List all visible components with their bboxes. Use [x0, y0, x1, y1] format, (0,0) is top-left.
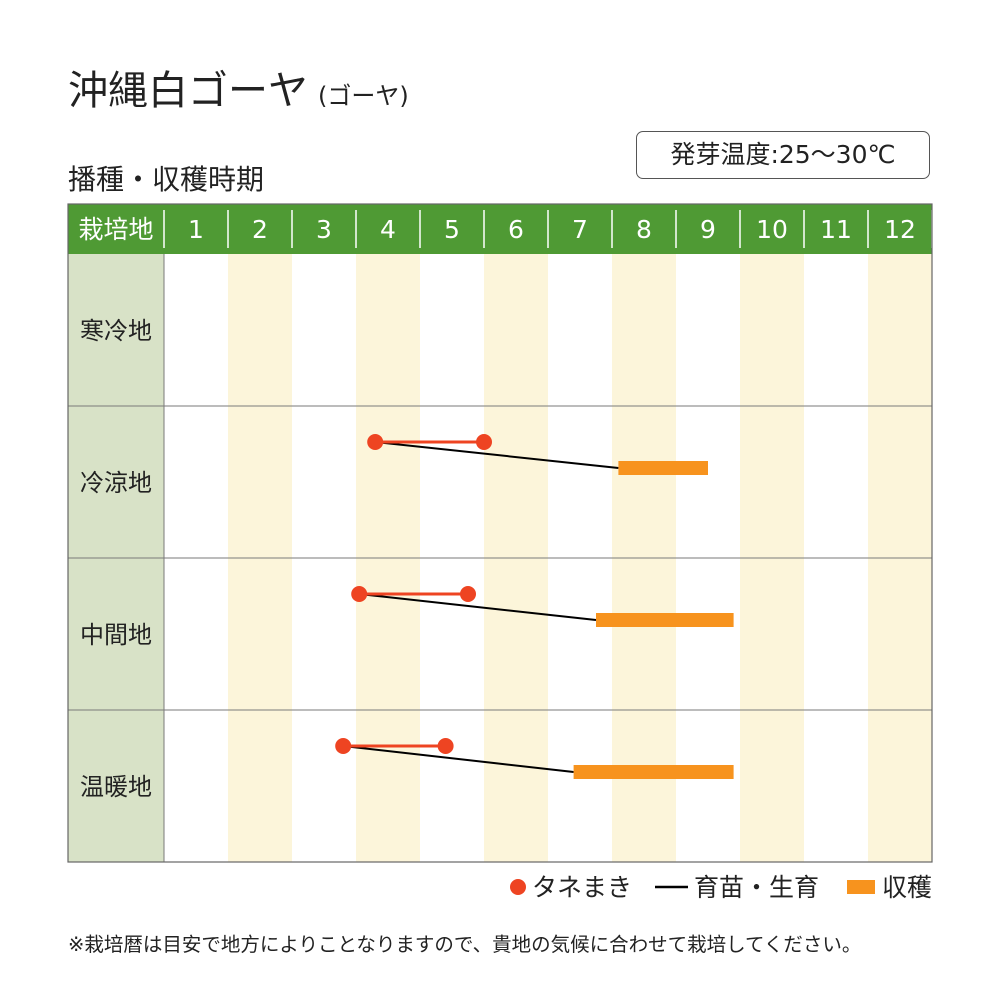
month-label: 1 — [188, 215, 204, 244]
harvest-bar — [573, 765, 734, 779]
section-heading: 播種・収穫時期 — [68, 163, 265, 196]
region-label: 冷涼地 — [80, 469, 152, 497]
legend-sowing-swatch — [510, 879, 526, 895]
month-label: 9 — [700, 215, 716, 244]
sowing-end-dot — [437, 738, 454, 754]
month-label: 7 — [572, 215, 588, 244]
month-label: 12 — [884, 215, 916, 244]
month-label: 8 — [636, 215, 652, 244]
region-label: 寒冷地 — [80, 317, 152, 345]
region-label: 温暖地 — [80, 773, 152, 801]
harvest-bar — [596, 613, 734, 627]
growing-line — [343, 745, 574, 773]
title-main: 沖縄白ゴーヤ — [68, 68, 308, 114]
page-title: 沖縄白ゴーヤ (ゴーヤ) — [68, 58, 409, 116]
sowing-end-dot — [460, 586, 476, 602]
sowing-end-dot — [476, 434, 492, 450]
growing-line — [375, 441, 619, 469]
title-subtitle: (ゴーヤ) — [318, 82, 409, 110]
month-label: 2 — [252, 215, 268, 244]
harvest-bar — [618, 461, 708, 475]
legend-growing-label: 育苗・生育 — [694, 873, 819, 902]
header-label: 栽培地 — [78, 215, 153, 244]
legend-sowing-label: タネまき — [532, 873, 632, 902]
month-label: 11 — [820, 215, 852, 244]
month-label: 3 — [316, 215, 332, 244]
growing-line — [359, 593, 597, 621]
legend-harvest-swatch — [847, 880, 875, 894]
chart-border — [67, 203, 933, 863]
month-label: 10 — [756, 215, 788, 244]
month-label: 6 — [508, 215, 524, 244]
sowing-start-dot — [367, 434, 384, 450]
germination-temperature-box: 発芽温度:25〜30℃ — [636, 131, 930, 179]
region-label: 中間地 — [80, 621, 152, 649]
footnote: ※栽培暦は目安で地方によりことなりますので、貴地の気候に合わせて栽培してください… — [68, 933, 862, 956]
month-label: 4 — [380, 215, 396, 244]
month-label: 5 — [444, 215, 460, 244]
sowing-start-dot — [351, 586, 368, 602]
sowing-start-dot — [335, 738, 352, 754]
legend-harvest-label: 収穫 — [882, 873, 932, 902]
header-band — [68, 204, 932, 254]
